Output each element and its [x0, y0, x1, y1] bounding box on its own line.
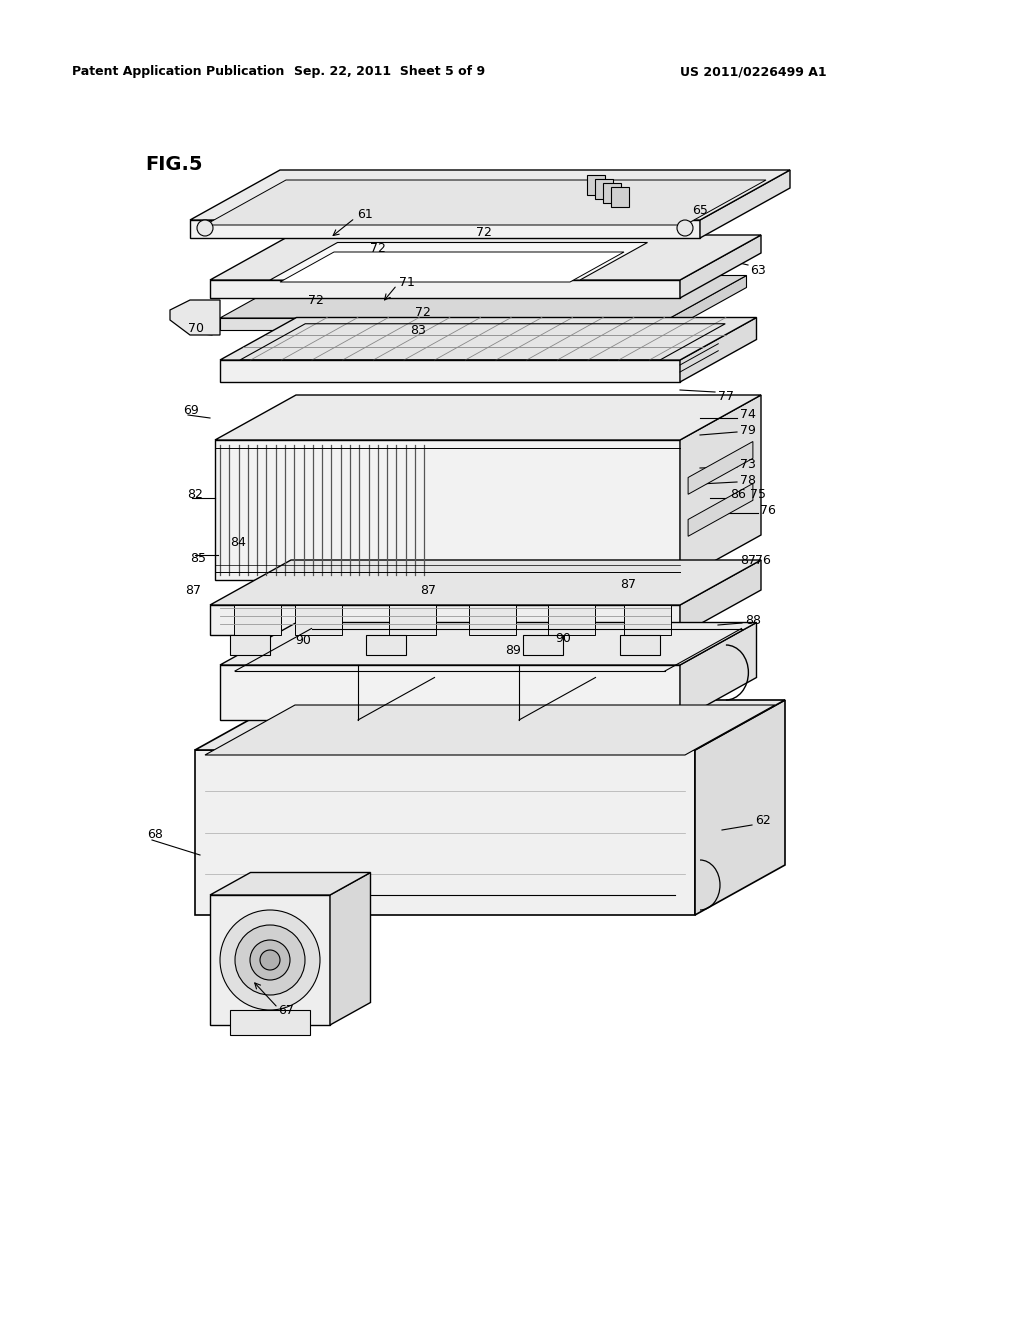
Text: 72: 72 — [415, 305, 431, 318]
Text: 90: 90 — [295, 634, 311, 647]
Text: 87: 87 — [420, 583, 436, 597]
Polygon shape — [210, 560, 761, 605]
Polygon shape — [700, 170, 790, 238]
Polygon shape — [220, 318, 670, 330]
Polygon shape — [215, 440, 680, 579]
Circle shape — [250, 940, 290, 979]
Text: 79: 79 — [740, 424, 756, 437]
Text: 86: 86 — [730, 488, 745, 502]
Polygon shape — [215, 395, 761, 440]
Text: 78: 78 — [740, 474, 756, 487]
Text: 75: 75 — [750, 488, 766, 502]
Polygon shape — [220, 623, 757, 665]
Polygon shape — [220, 276, 746, 318]
Polygon shape — [595, 180, 613, 199]
Polygon shape — [220, 360, 680, 381]
Text: 87: 87 — [620, 578, 636, 591]
Circle shape — [260, 950, 280, 970]
Text: 63: 63 — [750, 264, 766, 276]
Polygon shape — [195, 750, 695, 915]
Polygon shape — [210, 280, 680, 298]
Polygon shape — [680, 560, 761, 635]
Polygon shape — [195, 700, 785, 750]
Polygon shape — [624, 605, 671, 635]
Polygon shape — [190, 170, 790, 220]
Text: 90: 90 — [555, 631, 570, 644]
Polygon shape — [220, 318, 757, 360]
Polygon shape — [205, 705, 775, 755]
Polygon shape — [611, 187, 629, 207]
Text: 84: 84 — [230, 536, 246, 549]
Circle shape — [220, 909, 319, 1010]
Text: 85: 85 — [190, 552, 206, 565]
Text: Sep. 22, 2011  Sheet 5 of 9: Sep. 22, 2011 Sheet 5 of 9 — [295, 66, 485, 78]
Polygon shape — [230, 1010, 310, 1035]
Polygon shape — [670, 276, 746, 330]
Polygon shape — [680, 395, 761, 579]
Polygon shape — [388, 605, 435, 635]
Text: 65: 65 — [692, 203, 708, 216]
Text: 83: 83 — [410, 323, 426, 337]
Polygon shape — [603, 183, 622, 203]
Text: 67: 67 — [278, 1003, 294, 1016]
Polygon shape — [695, 700, 785, 915]
Text: 62: 62 — [755, 813, 771, 826]
Text: 87: 87 — [740, 553, 756, 566]
Polygon shape — [170, 300, 220, 335]
Polygon shape — [523, 635, 563, 655]
Text: 71: 71 — [399, 276, 415, 289]
Text: FIG.5: FIG.5 — [145, 156, 203, 174]
Polygon shape — [549, 605, 595, 635]
Text: 72: 72 — [308, 293, 324, 306]
Polygon shape — [205, 180, 766, 224]
Text: 76: 76 — [755, 553, 771, 566]
Polygon shape — [280, 252, 624, 282]
Text: 74: 74 — [740, 408, 756, 421]
Polygon shape — [190, 220, 700, 238]
Circle shape — [234, 925, 305, 995]
Polygon shape — [220, 665, 680, 719]
Text: 88: 88 — [745, 614, 761, 627]
Polygon shape — [210, 873, 371, 895]
Polygon shape — [688, 483, 753, 536]
Circle shape — [677, 220, 693, 236]
Polygon shape — [680, 235, 761, 298]
Polygon shape — [230, 635, 270, 655]
Polygon shape — [620, 635, 660, 655]
Text: 77: 77 — [718, 389, 734, 403]
Text: 69: 69 — [183, 404, 199, 417]
Polygon shape — [688, 441, 753, 494]
Polygon shape — [270, 243, 647, 280]
Text: Patent Application Publication: Patent Application Publication — [72, 66, 285, 78]
Text: 73: 73 — [740, 458, 756, 471]
Polygon shape — [210, 235, 761, 280]
Polygon shape — [587, 176, 605, 195]
Polygon shape — [210, 605, 680, 635]
Polygon shape — [366, 635, 406, 655]
Text: 61: 61 — [357, 209, 373, 222]
Polygon shape — [330, 873, 371, 1026]
Polygon shape — [680, 623, 757, 719]
Text: US 2011/0226499 A1: US 2011/0226499 A1 — [680, 66, 826, 78]
Polygon shape — [233, 605, 281, 635]
Text: 72: 72 — [476, 227, 492, 239]
Polygon shape — [210, 895, 330, 1026]
Text: 70: 70 — [188, 322, 204, 334]
Text: 82: 82 — [187, 488, 203, 502]
Text: 72: 72 — [370, 242, 386, 255]
Polygon shape — [680, 318, 757, 381]
Text: 68: 68 — [147, 829, 163, 842]
Polygon shape — [295, 605, 342, 635]
Circle shape — [197, 220, 213, 236]
Polygon shape — [469, 605, 515, 635]
Text: 76: 76 — [760, 503, 776, 516]
Text: 89: 89 — [505, 644, 521, 656]
Text: 87: 87 — [185, 583, 201, 597]
